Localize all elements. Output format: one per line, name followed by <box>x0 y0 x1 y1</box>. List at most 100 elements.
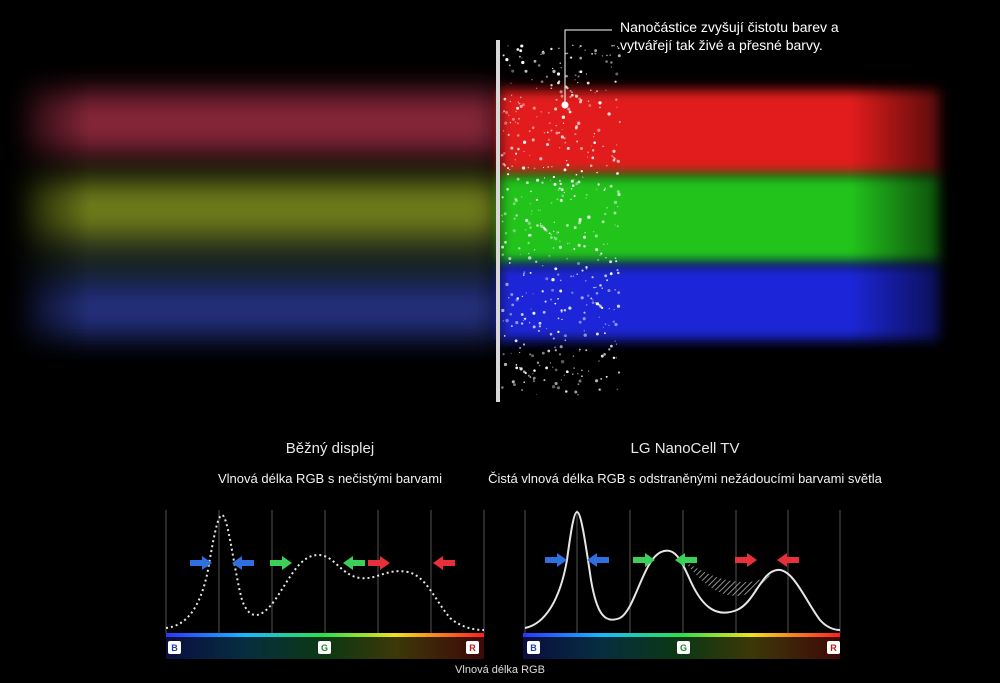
nanoparticle <box>556 386 561 390</box>
nanoparticle <box>513 217 516 220</box>
nanoparticle <box>570 275 573 278</box>
nanoparticle <box>582 317 586 321</box>
nanoparticle <box>578 320 582 324</box>
nanoparticle <box>608 324 610 326</box>
nanoparticle <box>568 110 572 114</box>
nanoparticle <box>563 308 567 312</box>
nanoparticle <box>558 245 563 249</box>
nanoparticle <box>533 249 536 251</box>
nanoparticle <box>581 375 583 378</box>
nanoparticle <box>531 138 535 142</box>
nanoparticle <box>616 144 618 146</box>
nanoparticle <box>569 56 573 59</box>
nanoparticle <box>595 302 598 305</box>
nanoparticle <box>557 81 560 85</box>
nanoparticle <box>540 224 544 229</box>
nanoparticle <box>615 98 618 101</box>
nanoparticle <box>592 231 595 233</box>
nanoparticle <box>585 73 587 75</box>
nanoparticle <box>516 106 520 110</box>
nanoparticle <box>516 297 520 300</box>
nanoparticle <box>502 130 505 132</box>
nanoparticle <box>580 296 584 300</box>
nanoparticle <box>586 81 590 85</box>
nanoparticle <box>616 46 619 48</box>
nanoparticle <box>546 143 549 146</box>
nanoparticle <box>509 121 512 124</box>
nanoparticle <box>571 184 575 188</box>
nanoparticle-layer <box>500 44 621 396</box>
nanoparticle <box>617 271 620 275</box>
nanoparticle <box>560 188 564 192</box>
nanoparticle <box>501 196 504 199</box>
nanoparticle <box>532 139 534 141</box>
nanoparticle <box>591 298 594 301</box>
nanoparticle <box>599 284 602 287</box>
nanoparticle <box>566 85 568 88</box>
nanoparticle <box>528 252 530 255</box>
nanoparticle <box>579 348 581 351</box>
nanoparticle <box>577 81 579 84</box>
nanoparticle <box>542 265 544 267</box>
nanoparticle <box>573 247 576 250</box>
arrow-icon <box>777 553 799 567</box>
nanoparticle <box>579 45 582 48</box>
nanoparticle <box>510 94 513 96</box>
nanoparticle <box>559 345 563 349</box>
right-arrows <box>545 553 799 567</box>
nanoparticle <box>547 111 550 114</box>
nanoparticle <box>616 269 619 272</box>
nanoparticle <box>574 133 577 136</box>
nanoparticle <box>550 298 553 301</box>
nanoparticle <box>575 173 578 176</box>
nanoparticle <box>518 367 521 369</box>
nanoparticle <box>574 74 577 77</box>
nanoparticle <box>550 201 553 204</box>
nanoparticle <box>539 209 542 211</box>
nanoparticle <box>510 82 512 85</box>
nanoparticle <box>616 106 618 108</box>
nanoparticle <box>596 171 598 174</box>
nanoparticle <box>598 101 602 105</box>
nanoparticle <box>578 97 582 101</box>
nanoparticle <box>527 221 531 225</box>
nanoparticle <box>550 233 552 236</box>
nanoparticle <box>571 291 574 295</box>
nanoparticle <box>612 356 616 360</box>
nanoparticle <box>501 220 504 223</box>
nanoparticle <box>515 321 519 325</box>
nanoparticle <box>552 337 555 340</box>
nanoparticle <box>551 166 553 168</box>
nanoparticle <box>530 190 532 193</box>
nanoparticle <box>538 364 541 367</box>
nanoparticle <box>611 155 614 157</box>
nanoparticle <box>566 163 570 167</box>
nanoparticle <box>583 235 587 239</box>
nanoparticle <box>604 274 608 278</box>
nanoparticle <box>558 131 561 134</box>
nanoparticle <box>549 179 552 182</box>
left-badge-g-text: G <box>321 643 328 653</box>
nanocell-illustration <box>0 29 1000 402</box>
nanoparticle <box>523 271 526 273</box>
nanoparticle <box>607 289 611 293</box>
nanoparticle <box>565 223 569 227</box>
arrow-icon <box>675 553 697 567</box>
nanoparticle <box>570 198 572 201</box>
nanoparticle <box>555 98 558 101</box>
nanoparticle <box>522 343 526 346</box>
nanoparticle <box>535 87 538 89</box>
nanoparticle <box>515 366 519 370</box>
nanoparticle <box>579 100 582 104</box>
nanoparticle <box>563 137 566 140</box>
right-badge-r: R <box>827 641 840 654</box>
nanoparticle <box>605 60 608 63</box>
nanoparticle <box>612 156 615 159</box>
nanoparticle <box>606 164 608 167</box>
nanoparticle <box>616 304 621 308</box>
nanoparticle <box>570 93 574 97</box>
nanoparticle <box>595 332 599 336</box>
nanoparticle <box>568 242 571 244</box>
nanoparticle <box>585 193 588 196</box>
nanoparticle <box>573 178 575 181</box>
